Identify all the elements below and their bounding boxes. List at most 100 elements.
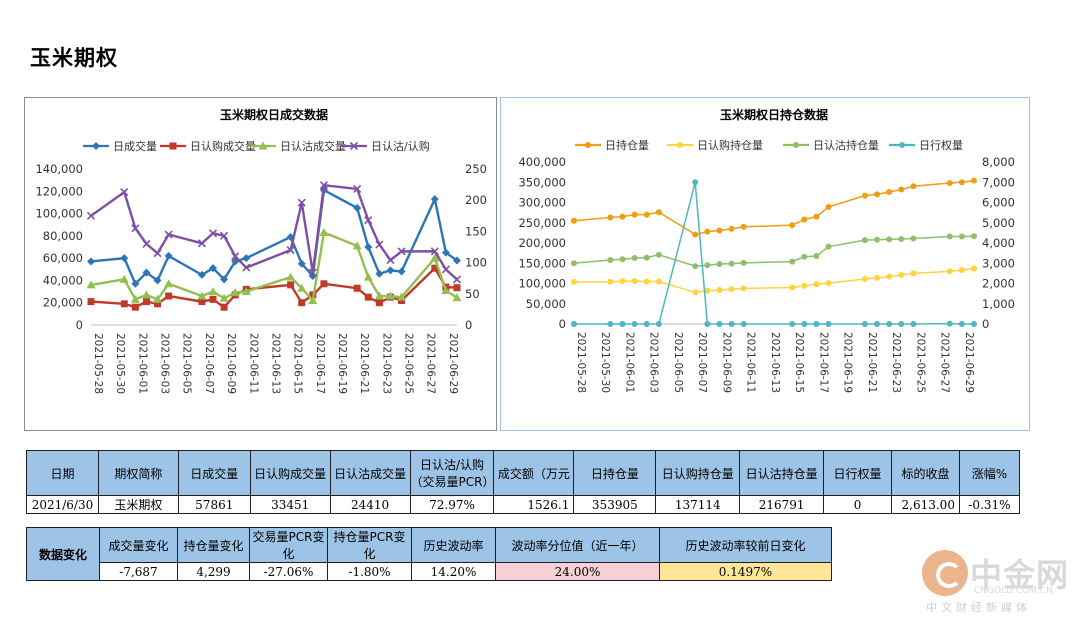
data-point <box>655 321 662 327</box>
change-header-row: 数据变化 成交量变化 持仓量变化 交易量PCR变化 持仓量PCR变化 历史波动率… <box>26 527 832 581</box>
data-point <box>643 254 650 261</box>
data-point <box>397 247 406 256</box>
data-point <box>208 287 218 296</box>
data-point <box>692 289 699 296</box>
series-group <box>86 228 462 304</box>
value-cell: 24410 <box>329 495 411 514</box>
y-right-tick-label: 2,000 <box>982 277 1015 291</box>
x-tick-label: 2021-06-09 <box>225 333 237 394</box>
value-cell: 玉米期权 <box>97 495 179 514</box>
header-cell: 日期 <box>26 450 99 496</box>
y-left-tick-label: 40,000 <box>43 273 83 287</box>
y-left-tick-label: 60,000 <box>43 251 83 265</box>
data-point <box>619 321 626 327</box>
data-point <box>631 321 638 327</box>
data-point <box>220 275 229 284</box>
data-point <box>874 274 881 281</box>
data-point <box>353 204 362 212</box>
data-point <box>197 291 207 300</box>
header-cell: 交易量PCR变化 <box>249 527 328 563</box>
data-point <box>619 256 626 263</box>
data-point <box>209 295 217 303</box>
data-point <box>958 321 965 327</box>
x-tick-label: 2021-06-27 <box>939 332 951 393</box>
value-cell: 2,613.00 <box>890 495 960 514</box>
data-point <box>874 321 881 327</box>
data-point <box>87 298 95 306</box>
data-point <box>142 298 150 306</box>
data-point <box>971 321 977 327</box>
data-point <box>886 321 893 327</box>
data-point <box>861 321 868 327</box>
data-point <box>716 261 723 268</box>
data-point <box>374 291 384 300</box>
data-point <box>375 269 384 278</box>
data-point <box>910 235 917 242</box>
data-point <box>141 290 151 299</box>
value-cell: -1.80% <box>327 562 412 581</box>
header-cell: 日持仓量 <box>573 450 657 496</box>
data-point <box>571 260 577 267</box>
data-point <box>898 271 905 278</box>
legend-label: 日认沽/认购 <box>371 139 430 153</box>
data-point <box>364 216 373 225</box>
data-point <box>813 281 820 288</box>
y-right-tick-label: 250 <box>465 162 487 176</box>
x-tick-label: 2021-06-03 <box>648 332 660 393</box>
x-tick-label: 2021-06-05 <box>672 332 684 393</box>
data-point <box>430 247 439 256</box>
x-tick-label: 2021-06-29 <box>963 332 975 393</box>
data-point <box>153 249 162 258</box>
data-point <box>946 233 953 240</box>
x-tick-label: 2021-06-03 <box>159 333 171 394</box>
data-point <box>607 278 614 285</box>
cngold-logo-icon <box>922 550 968 596</box>
value-cell: 353905 <box>573 495 657 514</box>
data-point <box>631 211 638 218</box>
data-point <box>142 268 151 277</box>
header-cell: 历史波动率较前日变化 <box>659 527 832 563</box>
y-right-tick-label: 200 <box>465 193 487 207</box>
data-point <box>643 278 650 285</box>
data-point <box>209 264 217 273</box>
x-tick-label: 2021-06-15 <box>793 332 805 393</box>
data-point <box>86 280 96 289</box>
data-point <box>353 184 362 194</box>
data-point <box>813 321 820 327</box>
data-point <box>740 259 747 266</box>
data-point <box>971 265 977 272</box>
data-point <box>861 237 868 244</box>
data-point <box>197 270 206 279</box>
data-point <box>385 291 395 300</box>
data-point <box>164 251 173 260</box>
data-point <box>958 179 965 186</box>
y-right-tick-label: 1,000 <box>982 297 1015 311</box>
y-right-tick-label: 3,000 <box>982 256 1015 270</box>
header-cell: 涨幅% <box>958 450 1021 496</box>
data-point <box>297 259 306 268</box>
y-left-tick-label: 100,000 <box>35 207 83 221</box>
x-tick-label: 2021-06-15 <box>292 333 304 394</box>
legend-label: 日认沽成交量 <box>280 139 346 153</box>
data-point <box>452 275 462 284</box>
value-cell: 1526.1 <box>493 495 575 514</box>
data-point <box>242 263 251 272</box>
chart-title: 玉米期权日成交数据 <box>220 107 328 122</box>
legend-label: 日认购成交量 <box>190 139 256 153</box>
header-cell: 期权简称 <box>97 450 179 496</box>
watermark-url: CNGOLD.COM.CN <box>974 586 1053 596</box>
data-point <box>910 183 917 190</box>
data-point <box>131 224 140 233</box>
data-point <box>910 321 917 327</box>
daily-volume-chart-svg: 玉米期权日成交数据 0 20,000 40,000 60,000 80,000 100,00… <box>35 107 487 394</box>
data-point <box>87 257 95 266</box>
watermark-subtitle: 中文财经新媒体 <box>926 601 1031 614</box>
data-point <box>86 211 96 220</box>
header-cell: 波动率分位值（近一年） <box>495 527 660 563</box>
data-point <box>120 300 128 308</box>
data-point <box>886 236 893 243</box>
data-point <box>452 293 462 302</box>
x-tick-label: 2021-06-17 <box>314 333 326 394</box>
data-point <box>353 284 361 292</box>
data-point <box>716 227 723 234</box>
